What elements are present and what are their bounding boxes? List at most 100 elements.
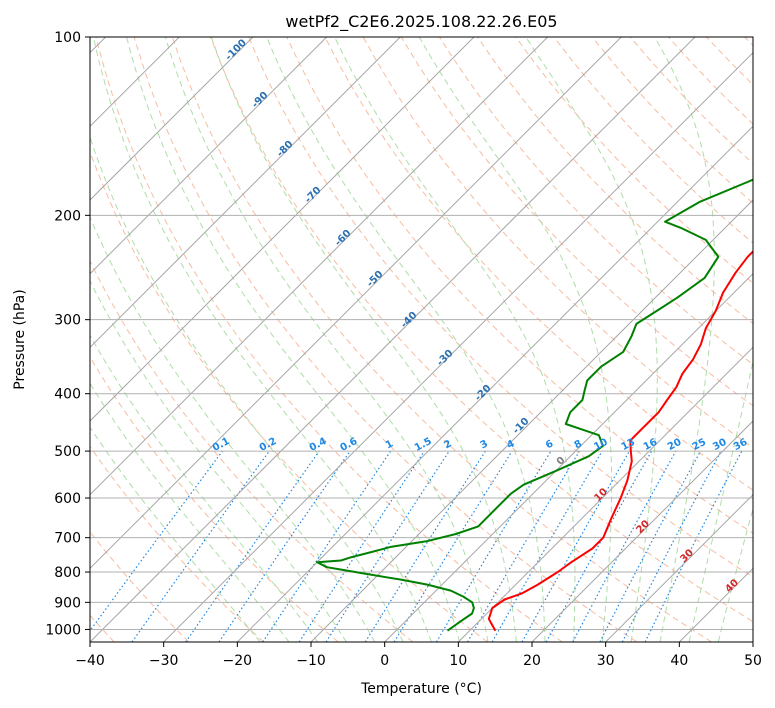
isotherm-line bbox=[163, 51, 753, 642]
plot-area: 0.1 0.2 0.4 0.6 1 1.5 2 3 4 6 8 10 13 16 20 25 30 36-100-… bbox=[0, 10, 775, 642]
dry-adiabat-line bbox=[95, 37, 563, 642]
mixing-ratio-label: 3 bbox=[479, 438, 490, 451]
temperature-profile bbox=[487, 250, 753, 632]
isotherm-label: 30 bbox=[678, 547, 696, 565]
mixing-ratio-label: 2 bbox=[442, 438, 453, 451]
moist-adiabat-line bbox=[90, 215, 376, 642]
isotherm-label: -30 bbox=[435, 348, 456, 369]
x-tick-label: 0 bbox=[380, 653, 389, 669]
isotherm-line bbox=[457, 346, 753, 642]
y-axis: 1000 900 800 700 600 500 400 300 200 100 bbox=[45, 30, 90, 638]
isotherm-line bbox=[90, 37, 623, 570]
mixing-ratio-label: 6 bbox=[544, 438, 555, 451]
mixing-ratio-line bbox=[393, 450, 513, 642]
mixing-ratio-label: 4 bbox=[505, 438, 516, 451]
isotherm-label: -60 bbox=[333, 228, 354, 249]
y-tick-label: 500 bbox=[54, 444, 81, 460]
isotherm-line bbox=[0, 10, 59, 642]
y-tick-label: 600 bbox=[54, 491, 81, 507]
mixing-ratio-label: 20 bbox=[666, 437, 683, 453]
dewpoint-profile bbox=[316, 178, 753, 632]
mixing-ratio-line bbox=[298, 450, 425, 642]
dry-adiabat-line bbox=[171, 37, 712, 642]
pressure-gridlines bbox=[90, 37, 753, 630]
isotherm-line bbox=[90, 37, 328, 275]
dry-adiabat-line bbox=[667, 37, 753, 125]
moist-adiabat-line bbox=[266, 37, 546, 642]
y-tick-label: 200 bbox=[54, 208, 81, 224]
dry-adiabat-line bbox=[209, 37, 753, 623]
dry-adiabat-line bbox=[744, 37, 753, 47]
dry-adiabat-line bbox=[477, 37, 753, 325]
isotherm-label: -70 bbox=[303, 185, 324, 206]
dry-adiabat-line bbox=[90, 445, 264, 642]
mixing-ratio-lines bbox=[90, 450, 743, 642]
moist-adiabat-line bbox=[90, 334, 319, 642]
dry-adiabat-line bbox=[756, 10, 775, 642]
mixing-ratio-line bbox=[218, 450, 351, 642]
moist-adiabat-line bbox=[90, 426, 261, 642]
isotherm-line bbox=[678, 567, 753, 642]
y-tick-label: 100 bbox=[54, 30, 81, 46]
dry-adiabat-line bbox=[248, 37, 753, 578]
isotherm-label: -90 bbox=[250, 90, 271, 111]
x-tick-label: 40 bbox=[670, 653, 688, 669]
y-tick-label: 800 bbox=[54, 565, 81, 581]
x-tick-label: −40 bbox=[75, 653, 105, 669]
mixing-ratio-line bbox=[644, 450, 743, 642]
isotherm-line bbox=[605, 493, 753, 642]
moist-adiabat-line bbox=[717, 506, 753, 642]
x-tick-label: 10 bbox=[449, 653, 467, 669]
moist-adiabat-line bbox=[126, 37, 461, 642]
moist-adiabat-line bbox=[334, 37, 576, 642]
moist-adiabat-lines bbox=[90, 37, 753, 642]
dry-adiabat-line bbox=[591, 37, 753, 204]
isotherm-line bbox=[310, 199, 753, 642]
y-tick-label: 900 bbox=[54, 595, 81, 611]
dry-adiabat-line bbox=[515, 37, 753, 284]
isotherm-label: -20 bbox=[473, 383, 494, 404]
mixing-ratio-line bbox=[90, 450, 223, 632]
dry-adiabat-line bbox=[400, 37, 753, 407]
moist-adiabat-line bbox=[525, 37, 658, 642]
isotherm-line bbox=[531, 420, 753, 642]
dry-adiabat-line bbox=[90, 356, 339, 642]
moist-adiabat-line bbox=[418, 37, 613, 642]
y-tick-label: 300 bbox=[54, 313, 81, 329]
dry-adiabat-line bbox=[90, 259, 414, 642]
mixing-ratio-line bbox=[325, 450, 450, 642]
mixing-ratio-label: 8 bbox=[573, 438, 584, 451]
moist-adiabat-line bbox=[654, 37, 715, 642]
isotherm-line bbox=[752, 641, 753, 642]
dry-adiabat-line bbox=[324, 37, 753, 491]
y-tick-label: 700 bbox=[54, 531, 81, 547]
dry-adiabat-line bbox=[438, 37, 753, 366]
mixing-ratio-label: 1 bbox=[384, 438, 395, 451]
isotherm-line bbox=[90, 37, 181, 128]
x-tick-label: −30 bbox=[149, 653, 179, 669]
dry-adiabat-line bbox=[90, 531, 190, 642]
dry-adiabat-line bbox=[90, 150, 488, 642]
moist-adiabat-line bbox=[92, 37, 432, 642]
y-tick-label: 1000 bbox=[45, 622, 81, 638]
isotherm-line bbox=[90, 37, 254, 201]
x-tick-label: 50 bbox=[744, 653, 762, 669]
isotherm-label: -50 bbox=[365, 269, 386, 290]
isotherm-line bbox=[90, 37, 549, 496]
x-tick-label: 30 bbox=[597, 653, 615, 669]
mixing-ratio-line bbox=[262, 450, 392, 642]
mixing-ratio-label: 16 bbox=[642, 437, 659, 453]
line-labels: 0.1 0.2 0.4 0.6 1 1.5 2 3 4 6 8 10 13 16 20 25 30 36-100-… bbox=[211, 37, 750, 595]
isotherm-label: -100 bbox=[223, 37, 249, 63]
x-axis-label: Temperature (°C) bbox=[360, 681, 482, 697]
isotherm-line bbox=[236, 125, 753, 642]
mixing-ratio-line bbox=[545, 450, 653, 642]
chart-title: wetPf2_C2E6.2025.108.22.26.E05 bbox=[285, 12, 557, 32]
moist-adiabat-line bbox=[688, 358, 753, 642]
moist-adiabat-line bbox=[90, 135, 404, 642]
isotherm-line bbox=[90, 37, 475, 422]
mixing-ratio-line bbox=[521, 450, 631, 642]
mixing-ratio-label: 30 bbox=[711, 437, 728, 453]
dry-adiabat-line bbox=[705, 37, 753, 86]
isotherm-label: 40 bbox=[723, 577, 741, 595]
